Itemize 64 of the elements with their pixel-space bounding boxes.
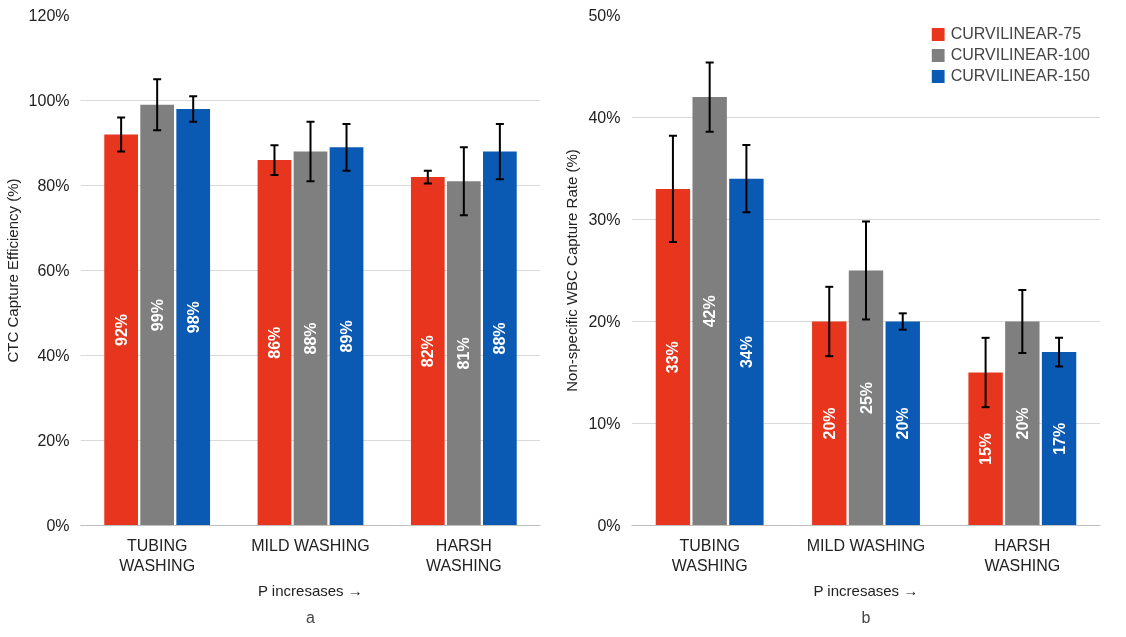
bar (446, 181, 481, 526)
data-label: 99% (148, 299, 166, 332)
y-tick-label: 120% (28, 7, 70, 24)
bar (1005, 321, 1040, 526)
legend-label: CURVILINEAR-75 (950, 25, 1082, 43)
x-tick-label: TUBING WASHING (671, 536, 748, 574)
bar (848, 270, 884, 526)
data-label: 15% (977, 432, 995, 466)
y-tick-label: 50% (588, 7, 621, 24)
y-tick-label: 60% (37, 262, 70, 279)
bar (140, 104, 175, 526)
y-tick-label: 100% (28, 92, 70, 109)
data-label: 33% (664, 341, 682, 374)
bar (1041, 352, 1077, 526)
text: b (861, 608, 871, 626)
data-label: 88% (302, 322, 319, 355)
data-label: 42% (701, 295, 719, 328)
y-axis-title: Non-specific WBC Capture Rate (%) (563, 149, 581, 392)
bar (483, 151, 517, 526)
legend-label: CURVILINEAR-100 (950, 46, 1090, 64)
y-tick-label: 0% (46, 517, 70, 534)
y-tick-label: 40% (37, 347, 70, 364)
x-axis-title: P incresases → (257, 581, 363, 599)
data-label: 34% (737, 336, 755, 369)
x-tick-label: MILD WASHING (251, 536, 370, 554)
y-tick-label: 10% (588, 415, 621, 432)
bar (812, 321, 847, 526)
legend-label: CURVILINEAR-150 (950, 67, 1090, 85)
bar (968, 372, 1003, 526)
x-tick-label: HARSH WASHING (984, 536, 1061, 574)
data-label: 86% (265, 326, 283, 359)
y-axis-title: CTC Capture Efficiency (%) (3, 178, 21, 363)
bar (293, 151, 328, 526)
bar (729, 178, 764, 526)
x-tick-label: TUBING WASHING (119, 536, 196, 574)
x-axis-title: P incresases → (813, 581, 919, 599)
data-label: 20% (820, 407, 838, 440)
bar (176, 109, 211, 526)
y-tick-label: 30% (588, 211, 621, 228)
data-label: 89% (338, 320, 356, 353)
text: a (306, 608, 316, 626)
y-tick-label: 0% (597, 517, 621, 534)
bar (692, 97, 727, 526)
y-tick-label: 20% (37, 432, 70, 449)
data-label: 20% (1013, 407, 1031, 440)
data-label: 17% (1050, 422, 1068, 455)
bar (329, 147, 364, 526)
data-label: 92% (112, 313, 130, 347)
data-label: 81% (455, 337, 473, 370)
x-tick-label: HARSH WASHING (425, 536, 502, 574)
data-label: 98% (184, 301, 202, 334)
data-label: 25% (857, 381, 875, 415)
y-tick-label: 40% (588, 109, 621, 126)
data-label: 20% (894, 407, 912, 440)
bar (257, 160, 292, 526)
bar (410, 177, 445, 526)
x-tick-label: MILD WASHING (806, 536, 926, 554)
y-tick-label: 20% (588, 313, 621, 330)
data-label: 88% (491, 322, 509, 355)
bar (655, 188, 691, 526)
data-label: 82% (419, 335, 437, 368)
bar (104, 134, 138, 526)
bar (885, 321, 920, 526)
y-tick-label: 80% (37, 177, 70, 194)
